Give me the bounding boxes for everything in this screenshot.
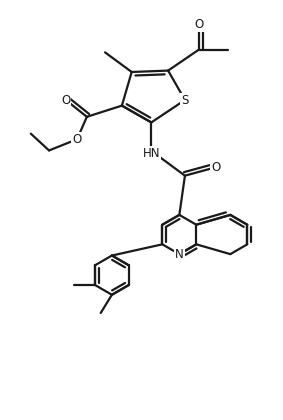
Text: N: N [175, 248, 184, 261]
Text: O: O [194, 18, 203, 31]
Text: S: S [181, 94, 189, 107]
Text: O: O [72, 133, 82, 146]
Text: O: O [211, 161, 220, 174]
Text: O: O [61, 94, 70, 107]
Text: HN: HN [143, 147, 160, 160]
